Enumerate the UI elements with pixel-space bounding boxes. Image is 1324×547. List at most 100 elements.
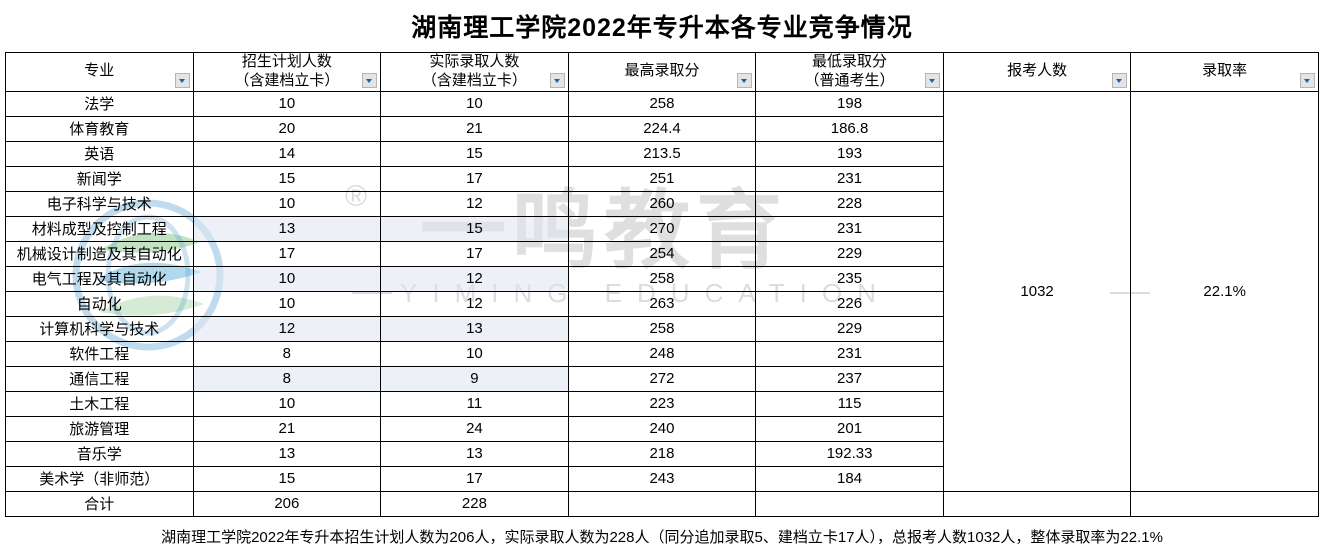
table-row: 自动化 10 12 263 226	[5, 290, 1319, 317]
competition-table: 专业 招生计划人数 （含建档立卡） 实际录取人数 （含建档立卡）	[5, 52, 1319, 517]
header-high-line1: 最高录取分	[624, 62, 700, 80]
filter-dropdown-plan-icon[interactable]	[362, 72, 378, 88]
filter-dropdown-applicants-icon[interactable]	[1112, 72, 1128, 88]
cell-total-high	[567, 490, 757, 517]
cell-major: 材料成型及控制工程	[5, 215, 194, 242]
header-high-score: 最高录取分	[567, 52, 757, 92]
cell-high-score: 270	[567, 215, 757, 242]
table-row: 新闻学 15 17 251 231	[5, 165, 1319, 192]
cell-low-score: 226	[755, 290, 944, 317]
cell-rate-total: 22.1%	[1130, 90, 1319, 492]
cell-plan: 12	[192, 315, 382, 342]
cell-major: 音乐学	[5, 440, 194, 467]
cell-major: 土木工程	[5, 390, 194, 417]
cell-low-score: 235	[755, 265, 944, 292]
cell-total-applicants	[942, 490, 1132, 517]
filter-dropdown-high-icon[interactable]	[737, 72, 753, 88]
cell-actual: 17	[380, 165, 569, 192]
cell-major: 机械设计制造及其自动化	[5, 240, 194, 267]
cell-major: 自动化	[5, 290, 194, 317]
cell-high-score: 224.4	[567, 115, 757, 142]
header-applicants-line1: 报考人数	[1007, 62, 1068, 80]
cell-total-plan: 206	[192, 490, 382, 517]
cell-low-score: 229	[755, 240, 944, 267]
cell-high-score: 248	[567, 340, 757, 367]
table-row: 英语 14 15 213.5 193	[5, 140, 1319, 167]
cell-plan: 10	[192, 265, 382, 292]
cell-low-score: 237	[755, 365, 944, 392]
cell-low-score: 231	[755, 165, 944, 192]
cell-actual: 21	[380, 115, 569, 142]
cell-high-score: 251	[567, 165, 757, 192]
table-row: 旅游管理 21 24 240 201	[5, 415, 1319, 442]
cell-actual: 17	[380, 465, 569, 492]
cell-actual: 12	[380, 190, 569, 217]
cell-low-score: 229	[755, 315, 944, 342]
table-row: 电子科学与技术 10 12 260 228	[5, 190, 1319, 217]
cell-major: 电气工程及其自动化	[5, 265, 194, 292]
filter-dropdown-major-icon[interactable]	[174, 72, 190, 88]
header-rate-line1: 录取率	[1202, 62, 1248, 80]
cell-high-score: 223	[567, 390, 757, 417]
cell-actual: 13	[380, 315, 569, 342]
cell-low-score: 192.33	[755, 440, 944, 467]
cell-actual: 13	[380, 440, 569, 467]
header-low-score: 最低录取分 （普通考生）	[755, 52, 944, 92]
cell-low-score: 193	[755, 140, 944, 167]
cell-major: 电子科学与技术	[5, 190, 194, 217]
table-row: 美术学（非师范） 15 17 243 184	[5, 465, 1319, 492]
table-total-row: 合计 206 228	[5, 490, 1319, 517]
cell-plan: 8	[192, 365, 382, 392]
cell-low-score: 184	[755, 465, 944, 492]
filter-dropdown-low-icon[interactable]	[924, 72, 940, 88]
cell-actual: 10	[380, 90, 569, 117]
table-row: 体育教育 20 21 224.4 186.8	[5, 115, 1319, 142]
cell-actual: 12	[380, 265, 569, 292]
cell-high-score: 260	[567, 190, 757, 217]
cell-plan: 10	[192, 90, 382, 117]
cell-high-score: 258	[567, 315, 757, 342]
table-row: 材料成型及控制工程 13 15 270 231	[5, 215, 1319, 242]
cell-actual: 11	[380, 390, 569, 417]
cell-actual: 12	[380, 290, 569, 317]
cell-plan: 8	[192, 340, 382, 367]
cell-actual: 15	[380, 140, 569, 167]
cell-total-actual: 228	[380, 490, 569, 517]
filter-dropdown-actual-icon[interactable]	[549, 72, 565, 88]
cell-total-rate	[1130, 490, 1319, 517]
header-actual-line1: 实际录取人数	[429, 53, 520, 70]
cell-plan: 14	[192, 140, 382, 167]
table-row: 机械设计制造及其自动化 17 17 254 229	[5, 240, 1319, 267]
cell-major: 美术学（非师范）	[5, 465, 194, 492]
cell-major: 英语	[5, 140, 194, 167]
cell-actual: 15	[380, 215, 569, 242]
header-plan-line2: （含建档立卡）	[234, 71, 340, 89]
page-title: 湖南理工学院2022年专升本各专业竞争情况	[411, 14, 913, 42]
cell-actual: 24	[380, 415, 569, 442]
cell-applicants-total: 1032	[942, 90, 1132, 492]
cell-major: 新闻学	[5, 165, 194, 192]
cell-plan: 13	[192, 440, 382, 467]
cell-high-score: 213.5	[567, 140, 757, 167]
cell-major: 旅游管理	[5, 415, 194, 442]
cell-total-low	[755, 490, 944, 517]
cell-major: 通信工程	[5, 365, 194, 392]
header-low-line2: （普通考生）	[804, 71, 895, 89]
cell-high-score: 243	[567, 465, 757, 492]
cell-major: 软件工程	[5, 340, 194, 367]
cell-low-score: 115	[755, 390, 944, 417]
cell-plan: 17	[192, 240, 382, 267]
table-row: 法学 10 10 258 198 1032 22.1%	[5, 90, 1319, 492]
filter-dropdown-rate-icon[interactable]	[1300, 72, 1315, 88]
cell-major: 计算机科学与技术	[5, 315, 194, 342]
cell-plan: 15	[192, 165, 382, 192]
header-major-line1: 专业	[84, 62, 115, 80]
cell-high-score: 240	[567, 415, 757, 442]
cell-plan: 10	[192, 290, 382, 317]
cell-low-score: 228	[755, 190, 944, 217]
cell-low-score: 198	[755, 90, 944, 117]
cell-high-score: 218	[567, 440, 757, 467]
cell-high-score: 272	[567, 365, 757, 392]
cell-plan: 21	[192, 415, 382, 442]
table-header-row: 专业 招生计划人数 （含建档立卡） 实际录取人数 （含建档立卡）	[5, 52, 1319, 92]
